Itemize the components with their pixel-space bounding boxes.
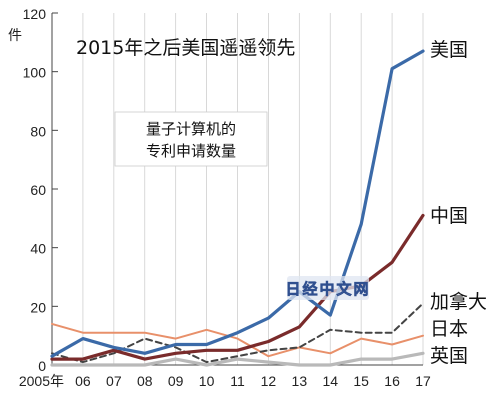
series-label-3: 日本: [430, 318, 468, 340]
x-tick-label: 07: [106, 373, 122, 389]
y-axis-unit: 件: [8, 27, 22, 43]
x-tick-label: 17: [415, 373, 431, 389]
series-lines: [50, 49, 425, 367]
x-tick-label: 12: [261, 373, 277, 389]
series-line-4: [50, 351, 425, 367]
series-label-0: 美国: [430, 39, 468, 61]
series-label-2: 加拿大: [430, 290, 487, 313]
x-tick-label: 14: [322, 373, 338, 389]
chart-title: 2015年之后美国遥遥领先: [76, 37, 295, 59]
y-tick-label: 60: [30, 182, 46, 198]
annotation-box: [114, 111, 268, 167]
x-tick-label: 11: [230, 373, 245, 389]
x-axis: 2005年 06 07 08 09 10 11 12 13 14 15 16 17: [19, 364, 431, 389]
watermark: 日经中文网: [285, 276, 370, 300]
series-line-0: [50, 49, 425, 358]
series-label-1: 中国: [430, 205, 468, 227]
y-tick-label: 100: [23, 65, 47, 81]
x-tick-label: 15: [353, 373, 369, 389]
y-tick-label: 120: [23, 6, 47, 22]
annotation-line-2: 专利申请数量: [146, 142, 236, 160]
x-tick-label: 08: [137, 373, 153, 389]
x-tick-label: 10: [199, 373, 215, 389]
annotation-line-1: 量子计算机的: [146, 120, 236, 138]
x-tick-label: 16: [384, 373, 400, 389]
y-tick-label: 80: [30, 123, 46, 139]
y-tick-label: 20: [30, 299, 46, 315]
gridlines: [51, 13, 424, 365]
x-tick-label: 06: [75, 373, 91, 389]
y-axis: 0 20 40 60 80 100 120: [23, 6, 58, 374]
series-line-2: [51, 302, 424, 364]
y-tick-label: 0: [38, 358, 46, 374]
x-tick-label: 09: [168, 373, 184, 389]
x-tick-label: 13: [292, 373, 308, 389]
series-label-4: 英国: [430, 345, 468, 367]
watermark-text: 日经中文网: [285, 280, 370, 298]
series-line-3: [51, 322, 424, 358]
x-tick-label: 2005年: [19, 373, 64, 389]
y-tick-label: 40: [30, 241, 46, 257]
